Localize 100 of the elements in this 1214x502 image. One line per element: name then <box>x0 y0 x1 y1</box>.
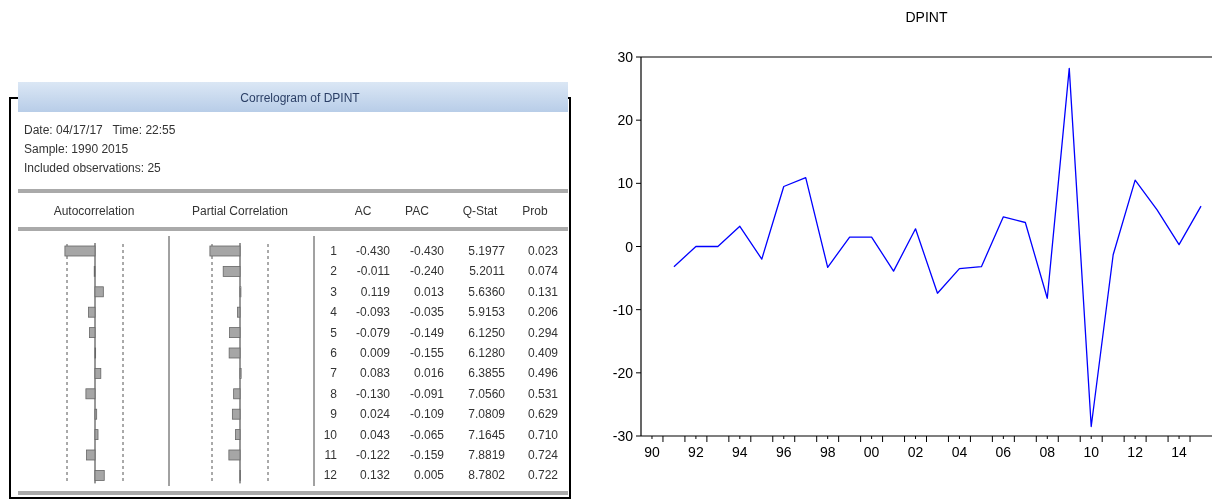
y-tick-label: 3 <box>330 284 338 299</box>
y-tick-label: -20 <box>612 364 634 381</box>
text: Included observations: 25 <box>24 161 162 175</box>
data-label: -0.011 <box>356 264 391 279</box>
y-tick-label: 20 <box>617 112 634 129</box>
data-label: 0.009 <box>359 346 391 360</box>
x-tick-label: 98 <box>819 444 836 460</box>
data-label: -0.240 <box>409 264 445 279</box>
text: 0.531 <box>527 386 559 401</box>
text: 6.1280 <box>468 346 506 360</box>
x-tick-label: 12 <box>1127 444 1144 460</box>
text: Date: 04/17/17 Time: 22:55 <box>24 123 176 137</box>
text: 8.7802 <box>468 468 506 483</box>
y-tick-label: 10 <box>617 175 634 192</box>
y-tick-label: 6 <box>330 346 338 360</box>
text: 6.1250 <box>468 325 506 340</box>
data-label: 0.005 <box>413 468 445 483</box>
text: Prob <box>522 204 548 218</box>
text: 0.294 <box>527 325 559 340</box>
text: Q-Stat <box>462 204 498 218</box>
text: 7.8819 <box>468 448 506 462</box>
bar <box>94 429 99 440</box>
data-label: 0.043 <box>359 427 391 442</box>
data-label: -0.155 <box>409 346 445 360</box>
y-tick-label: 9 <box>330 407 338 422</box>
bar <box>64 245 96 257</box>
text: 0.206 <box>527 305 559 320</box>
y-tick-label: 1 <box>330 244 338 258</box>
data-label: -0.035 <box>409 305 445 320</box>
data-label: -0.091 <box>409 386 445 401</box>
data-label: -0.109 <box>409 407 445 422</box>
y-tick-label: -30 <box>612 428 634 444</box>
y-tick-label: 0 <box>625 238 634 255</box>
text: 0.496 <box>527 366 559 381</box>
data-label: -0.430 <box>409 244 445 258</box>
data-label: -0.430 <box>355 244 391 258</box>
text: 5.6360 <box>468 284 506 299</box>
data-label: -0.079 <box>355 325 391 340</box>
data-label: -0.149 <box>409 325 445 340</box>
x-tick-label: 92 <box>688 444 704 460</box>
bar <box>89 327 96 338</box>
text: 5.2011 <box>469 264 506 279</box>
data-label: -0.065 <box>409 427 445 442</box>
y-tick-label: 7 <box>330 366 338 381</box>
x-tick-label: 94 <box>732 444 748 460</box>
data-label: 0.083 <box>359 366 391 381</box>
text: PAC <box>405 204 430 218</box>
x-tick-label: 04 <box>951 444 968 460</box>
text: 7.0560 <box>468 386 506 401</box>
text: 0.629 <box>527 407 559 422</box>
text: AC <box>354 204 372 218</box>
bar <box>94 368 102 379</box>
data-label: 0.013 <box>413 284 445 299</box>
x-tick-label: 08 <box>1039 444 1056 460</box>
y-tick-label: 10 <box>323 427 338 442</box>
y-tick-label: 12 <box>323 468 338 483</box>
y-tick-label: 8 <box>330 386 338 401</box>
x-tick-label: 96 <box>775 444 792 460</box>
data-label: 0.132 <box>359 468 391 483</box>
bar <box>86 449 96 461</box>
chart-title: DPINT <box>905 9 948 25</box>
data-label: 0.119 <box>360 284 391 299</box>
text: 5.9153 <box>468 305 506 320</box>
data-label: -0.130 <box>355 386 391 401</box>
bar <box>94 286 104 298</box>
y-tick-label: -10 <box>612 301 634 318</box>
data-label: -0.093 <box>355 305 391 320</box>
bar <box>88 306 96 318</box>
text: 0.074 <box>527 264 559 279</box>
data-label: -0.122 <box>355 448 391 462</box>
text: 5.1977 <box>468 244 506 258</box>
x-tick-label: 06 <box>995 444 1012 460</box>
x-tick-label: 00 <box>863 444 880 460</box>
x-tick-label: 14 <box>1171 444 1188 460</box>
x-tick-label: 02 <box>907 444 924 460</box>
y-tick-label: 4 <box>330 305 338 320</box>
text: 6.3855 <box>468 366 506 381</box>
y-tick-label: 30 <box>617 49 634 65</box>
bar <box>85 388 96 400</box>
line-series <box>673 67 1202 428</box>
text: 0.023 <box>527 244 559 258</box>
data-label: -0.159 <box>409 448 445 462</box>
data-label: 0.024 <box>359 407 391 422</box>
y-tick-label: 5 <box>330 325 338 340</box>
text: 0.131 <box>527 284 559 299</box>
text: 0.722 <box>527 468 559 483</box>
x-axis-title: Autocorrelation <box>53 204 135 218</box>
text: 0.710 <box>527 427 559 442</box>
text: 7.0809 <box>468 407 506 422</box>
y-tick-label: 2 <box>330 264 338 279</box>
x-tick-label: 10 <box>1083 444 1100 460</box>
data-label: 0.016 <box>413 366 445 381</box>
x-axis-title: Partial Correlation <box>191 204 289 218</box>
text: 7.1645 <box>468 427 506 442</box>
text: 0.724 <box>527 448 559 462</box>
x-tick-label: 90 <box>644 444 660 460</box>
y-tick-label: 11 <box>324 448 338 462</box>
text: 0.409 <box>527 346 559 360</box>
text: Correlogram of DPINT <box>240 91 361 105</box>
bar <box>94 470 105 481</box>
